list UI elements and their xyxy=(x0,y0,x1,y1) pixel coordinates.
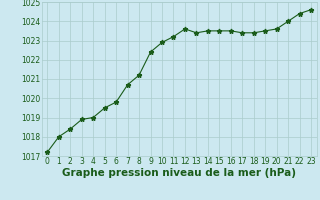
X-axis label: Graphe pression niveau de la mer (hPa): Graphe pression niveau de la mer (hPa) xyxy=(62,168,296,178)
